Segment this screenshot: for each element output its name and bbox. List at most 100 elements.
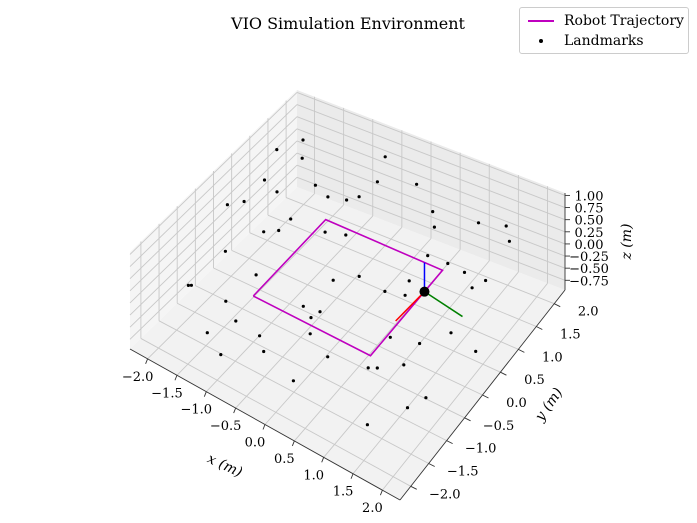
z-tick-label: 0.25 — [575, 226, 604, 241]
grid-line-z-left — [129, 116, 298, 279]
x-tick-label: 0.0 — [245, 436, 266, 451]
landmark-point — [375, 180, 379, 184]
y-tick-label: 0.0 — [506, 396, 527, 411]
landmark-point — [234, 319, 238, 323]
x-tick-label: 2.0 — [362, 501, 383, 516]
landmark-point — [301, 304, 305, 308]
chart-title: VIO Simulation Environment — [230, 14, 466, 33]
landmark-point — [205, 331, 209, 335]
y-tick-label: 2.0 — [578, 305, 599, 320]
x-tick-label: 1.0 — [303, 468, 324, 483]
landmark-point — [254, 273, 258, 277]
legend-entry-trajectory: Robot Trajectory — [528, 11, 684, 31]
landmark-point — [345, 198, 349, 202]
grid-line-y-floor — [140, 338, 411, 487]
pose-x-axis — [395, 291, 426, 322]
landmark-point — [383, 289, 387, 293]
landmark-point — [474, 349, 478, 353]
y-tick-label: 1.0 — [542, 350, 563, 365]
landmark-point — [326, 355, 330, 359]
y-tick-mark — [410, 485, 417, 490]
grid-line-z-back — [296, 92, 566, 196]
trajectory-line — [252, 218, 444, 357]
landmark-point — [331, 278, 335, 282]
x-tick-label: −1.5 — [151, 386, 183, 401]
x-tick-mark — [262, 424, 266, 430]
z-tick-label: −0.25 — [569, 250, 609, 265]
landmark-point — [357, 195, 361, 199]
z-tick-label: −0.75 — [569, 274, 609, 289]
landmark-point — [225, 203, 229, 207]
landmark-point — [318, 310, 322, 314]
landmark-point — [462, 270, 467, 274]
grid-line-z-back — [296, 164, 566, 269]
landmark-point — [262, 349, 266, 354]
x-tick-mark — [321, 457, 325, 463]
landmark-point — [258, 334, 262, 338]
grid-line-y-floor — [176, 302, 447, 442]
landmark-point — [262, 230, 266, 234]
landmark-point — [289, 217, 293, 221]
x-tick-label: −2.0 — [122, 370, 154, 385]
legend: Robot Trajectory Landmarks — [519, 7, 689, 54]
landmark-point — [262, 178, 267, 182]
landmark-point — [219, 353, 223, 357]
landmark-point — [186, 283, 190, 287]
landmark-point — [275, 148, 279, 152]
grid-line-z-back — [296, 140, 566, 245]
landmark-point — [301, 138, 305, 142]
x-tick-label: 1.5 — [333, 485, 354, 500]
grid-lines — [129, 92, 566, 491]
legend-label-landmarks: Landmarks — [564, 33, 644, 49]
robot-position-marker — [419, 286, 430, 297]
grid-line-y-floor — [158, 320, 429, 464]
y-tick-mark — [464, 417, 471, 422]
landmark-point — [383, 155, 387, 159]
y-tick-label: 1.5 — [560, 328, 581, 343]
landmark-point — [432, 225, 436, 229]
landmark-point — [277, 228, 281, 233]
grid-line-z-left — [129, 164, 298, 328]
landmark-point — [424, 396, 428, 400]
y-tick-label: −0.5 — [483, 419, 515, 434]
y-tick-mark — [428, 463, 435, 467]
grid-line-z-left — [129, 92, 298, 255]
y-tick-mark — [518, 348, 525, 353]
landmark-point — [426, 254, 430, 258]
landmark-point — [326, 195, 330, 199]
robot-trajectory — [252, 218, 444, 357]
grid-line-z-left — [129, 128, 298, 292]
z-tick-label: 0.50 — [575, 214, 604, 229]
y-tick-label: −1.0 — [465, 442, 497, 457]
landmark-point — [504, 224, 508, 228]
z-tick-label: 1.00 — [575, 189, 604, 204]
grid-line-z-left — [129, 140, 298, 304]
x-tick-label: 0.5 — [274, 452, 295, 467]
z-tick-label: 0.75 — [575, 202, 604, 217]
landmark-point — [308, 332, 312, 336]
legend-label-trajectory: Robot Trajectory — [564, 13, 684, 29]
y-tick-mark — [500, 371, 507, 376]
x-tick-mark — [174, 375, 178, 381]
pose-y-axis — [424, 291, 463, 318]
landmark-point — [300, 156, 304, 160]
x-tick-mark — [291, 440, 295, 447]
y-tick-mark — [446, 440, 453, 445]
landmark-point — [189, 283, 193, 287]
landmark-point — [223, 249, 227, 253]
x-tick-mark — [379, 489, 383, 496]
y-tick-label: −1.5 — [447, 464, 479, 479]
landmark-point — [375, 366, 379, 370]
landmark-point — [323, 230, 327, 234]
landmark-point — [403, 293, 407, 297]
grid-line-z-left — [129, 152, 298, 316]
legend-marker-swatch — [539, 39, 543, 43]
grid-line-z-left — [129, 104, 298, 267]
tick-labels: −2.0−1.5−1.0−0.50.00.51.01.52.0−2.0−1.5−… — [122, 189, 609, 516]
y-tick-mark — [536, 326, 543, 330]
landmark-point — [484, 278, 488, 283]
landmark-point — [449, 331, 453, 335]
landmark-point — [418, 341, 422, 346]
landmark-point — [365, 423, 369, 427]
